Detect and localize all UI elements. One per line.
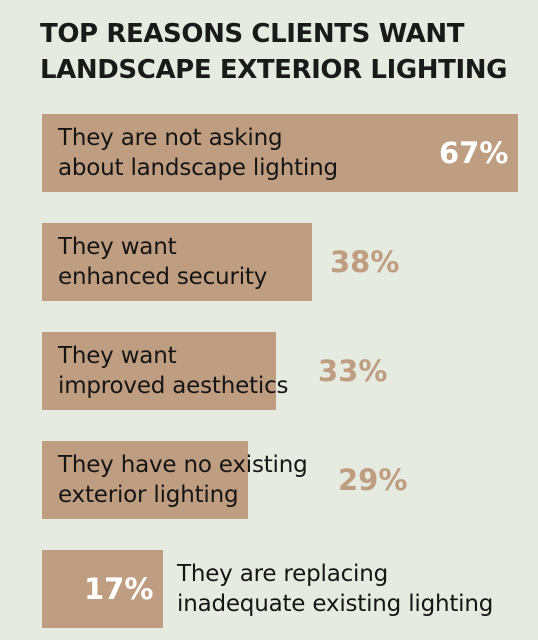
value-label-4: 29% [338, 463, 408, 497]
chart-title: TOP REASONS CLIENTS WANT LANDSCAPE EXTER… [40, 16, 520, 88]
category-label-1: They are not asking about landscape light… [58, 125, 338, 181]
bar-1 [42, 114, 518, 192]
value-label-3: 33% [318, 354, 388, 388]
value-label-5: 17% [84, 572, 154, 606]
bar-3 [42, 332, 276, 410]
bar-4 [42, 441, 248, 519]
chart-title-line-1: TOP REASONS CLIENTS WANT [40, 19, 465, 49]
value-label-2: 38% [330, 245, 400, 279]
bar-2 [42, 223, 312, 301]
category-label-4: They have no existing exterior lighting [58, 452, 308, 508]
category-label-5: They are replacing inadequate existing li… [177, 561, 494, 617]
value-label-1: 67% [439, 136, 509, 170]
bar-5 [42, 550, 163, 628]
chart-title-line-2: LANDSCAPE EXTERIOR LIGHTING [40, 55, 508, 85]
category-label-2: They want enhanced security [58, 234, 268, 290]
category-label-3: They want improved aesthetics [58, 343, 289, 399]
